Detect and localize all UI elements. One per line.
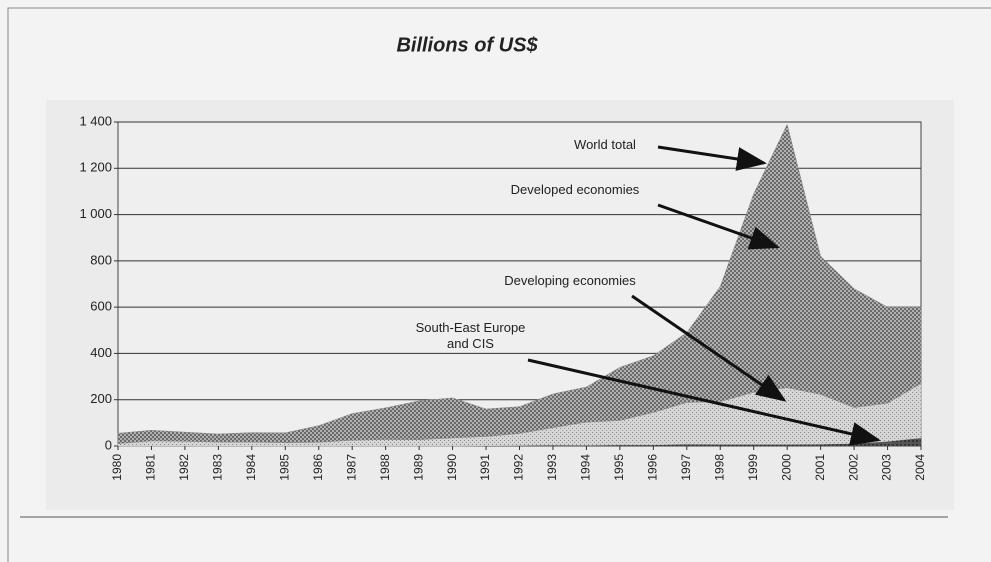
- x-tick-label: 1991: [478, 454, 492, 481]
- x-tick-label: 1987: [344, 454, 358, 481]
- y-tick-label: 1 400: [79, 113, 112, 128]
- y-tick-label: 200: [90, 391, 112, 406]
- x-tick-label: 1994: [579, 454, 593, 481]
- chart-title: Billions of US$: [396, 34, 538, 56]
- y-tick-label: 600: [90, 299, 112, 314]
- x-tick-label: 1980: [110, 454, 124, 481]
- x-tick-label: 2003: [880, 454, 894, 481]
- x-tick-label: 1984: [244, 454, 258, 481]
- y-tick-label: 0: [105, 437, 112, 452]
- x-tick-label: 1990: [445, 454, 459, 481]
- x-tick-label: 1997: [679, 454, 693, 481]
- arrows: [527, 145, 881, 446]
- x-tick-label: 2000: [779, 454, 793, 481]
- x-tick-label: 1999: [746, 454, 760, 481]
- x-tick-label: 2004: [913, 454, 927, 481]
- x-tick-label: 1992: [512, 454, 526, 481]
- annotation: World total: [574, 137, 636, 152]
- x-tick-label: 1995: [612, 454, 626, 481]
- series-label: Developed economies: [510, 182, 640, 197]
- arrow: [527, 358, 881, 446]
- series-label: Developing economies: [504, 273, 636, 288]
- area: [117, 123, 922, 444]
- series-label: South-East Europe and CIS: [415, 320, 526, 351]
- x-tick-label: 1988: [378, 454, 392, 481]
- y-tick-label: 400: [90, 345, 112, 360]
- x-tick-label: 1982: [177, 454, 191, 481]
- arrow: [657, 203, 780, 250]
- y-tick-label: 1 200: [79, 160, 112, 175]
- x-tick-label: 1983: [211, 454, 225, 481]
- x-tick-label: 1985: [277, 454, 291, 481]
- x-tick-label: 1989: [411, 454, 425, 481]
- x-tick-label: 1986: [311, 454, 325, 481]
- x-tick-label: 2001: [813, 454, 827, 481]
- y-tick-label: 1 000: [79, 206, 112, 221]
- x-tick-label: 1996: [646, 454, 660, 481]
- x-tick-label: 1998: [712, 454, 726, 481]
- x-tick-label: 1981: [144, 454, 158, 481]
- arrow: [631, 294, 787, 402]
- x-tick-label: 2002: [846, 454, 860, 481]
- frame: [7, 7, 991, 562]
- arrow: [657, 145, 767, 171]
- x-tick-label: 1993: [545, 454, 559, 481]
- y-tick-label: 800: [90, 252, 112, 267]
